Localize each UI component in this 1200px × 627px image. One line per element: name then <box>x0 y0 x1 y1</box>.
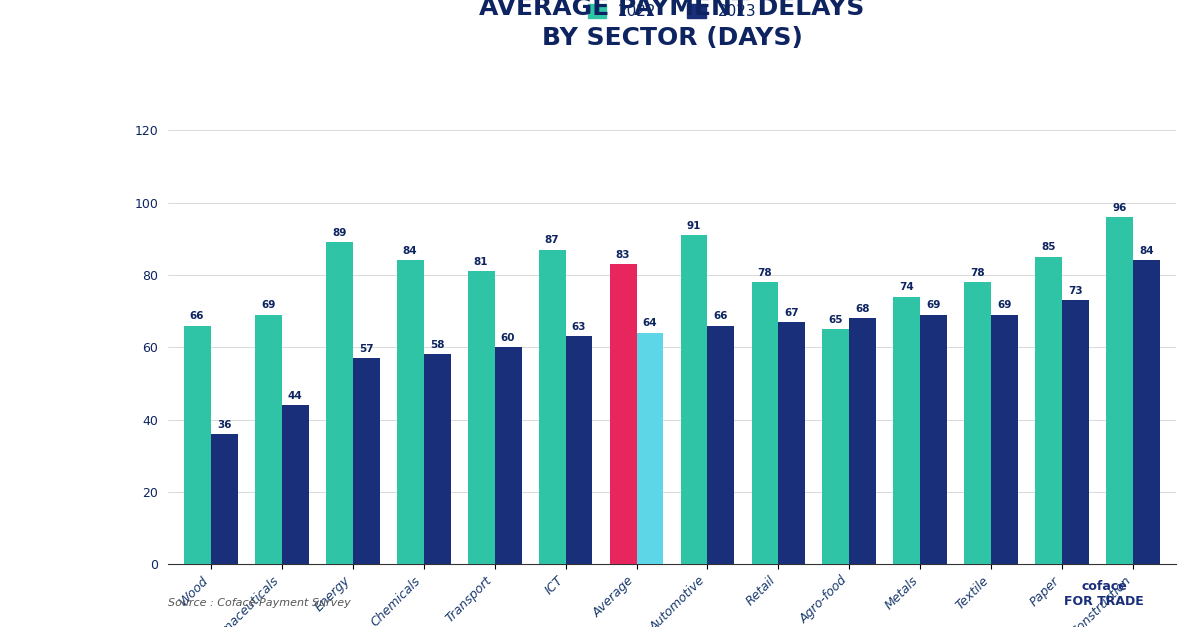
Bar <box>1036 257 1062 564</box>
Text: 36: 36 <box>217 419 232 429</box>
Text: 84: 84 <box>1140 246 1154 256</box>
Bar <box>636 333 664 564</box>
Legend: 2022, 2023: 2022, 2023 <box>582 0 762 26</box>
Text: 91: 91 <box>686 221 701 231</box>
Text: 66: 66 <box>190 311 204 321</box>
Bar <box>254 315 282 564</box>
Text: 85: 85 <box>1042 243 1056 253</box>
Bar <box>1134 260 1160 564</box>
Text: 96: 96 <box>1112 203 1127 213</box>
Text: SURVEY 2024: SURVEY 2024 <box>102 229 122 398</box>
Text: Source : Coface Payment Survey: Source : Coface Payment Survey <box>168 598 350 608</box>
Bar <box>822 329 850 564</box>
Bar <box>708 325 734 564</box>
Bar <box>779 322 805 564</box>
Text: CHINA PAYMENT: CHINA PAYMENT <box>37 212 56 415</box>
Text: 74: 74 <box>900 282 914 292</box>
Bar <box>210 434 238 564</box>
Text: 66: 66 <box>714 311 728 321</box>
Text: 83: 83 <box>616 250 630 260</box>
Text: 58: 58 <box>430 340 444 350</box>
Text: coface
FOR TRADE: coface FOR TRADE <box>1064 580 1144 608</box>
Bar <box>965 282 991 564</box>
Bar <box>680 235 708 564</box>
Bar <box>1062 300 1090 564</box>
Text: 87: 87 <box>545 235 559 245</box>
Bar <box>539 250 565 564</box>
Text: 57: 57 <box>359 344 373 354</box>
Text: 69: 69 <box>260 300 275 310</box>
Text: 63: 63 <box>571 322 587 332</box>
Bar <box>353 358 379 564</box>
Bar <box>894 297 920 564</box>
Bar <box>991 315 1019 564</box>
Bar <box>396 260 424 564</box>
Text: 44: 44 <box>288 391 302 401</box>
Bar <box>565 337 593 564</box>
Text: 81: 81 <box>474 257 488 267</box>
Text: 84: 84 <box>403 246 418 256</box>
Bar <box>494 347 522 564</box>
Text: 78: 78 <box>757 268 773 278</box>
Text: 78: 78 <box>971 268 985 278</box>
Bar <box>1106 217 1134 564</box>
Bar <box>850 319 876 564</box>
Text: 89: 89 <box>332 228 347 238</box>
Bar <box>282 405 308 564</box>
Text: 67: 67 <box>785 308 799 318</box>
Bar <box>751 282 779 564</box>
Text: 69: 69 <box>997 300 1012 310</box>
Text: AVERAGE PAYMENT DELAYS
BY SECTOR (DAYS): AVERAGE PAYMENT DELAYS BY SECTOR (DAYS) <box>479 0 865 50</box>
Text: 68: 68 <box>856 304 870 314</box>
Text: 60: 60 <box>500 333 515 343</box>
Text: 64: 64 <box>643 319 658 329</box>
Bar <box>920 315 948 564</box>
Bar <box>424 354 450 564</box>
Bar <box>610 264 636 564</box>
Bar <box>184 325 210 564</box>
Text: 69: 69 <box>926 300 941 310</box>
Text: 65: 65 <box>829 315 844 325</box>
Bar <box>468 271 494 564</box>
Text: 73: 73 <box>1068 286 1084 296</box>
Bar <box>325 243 353 564</box>
